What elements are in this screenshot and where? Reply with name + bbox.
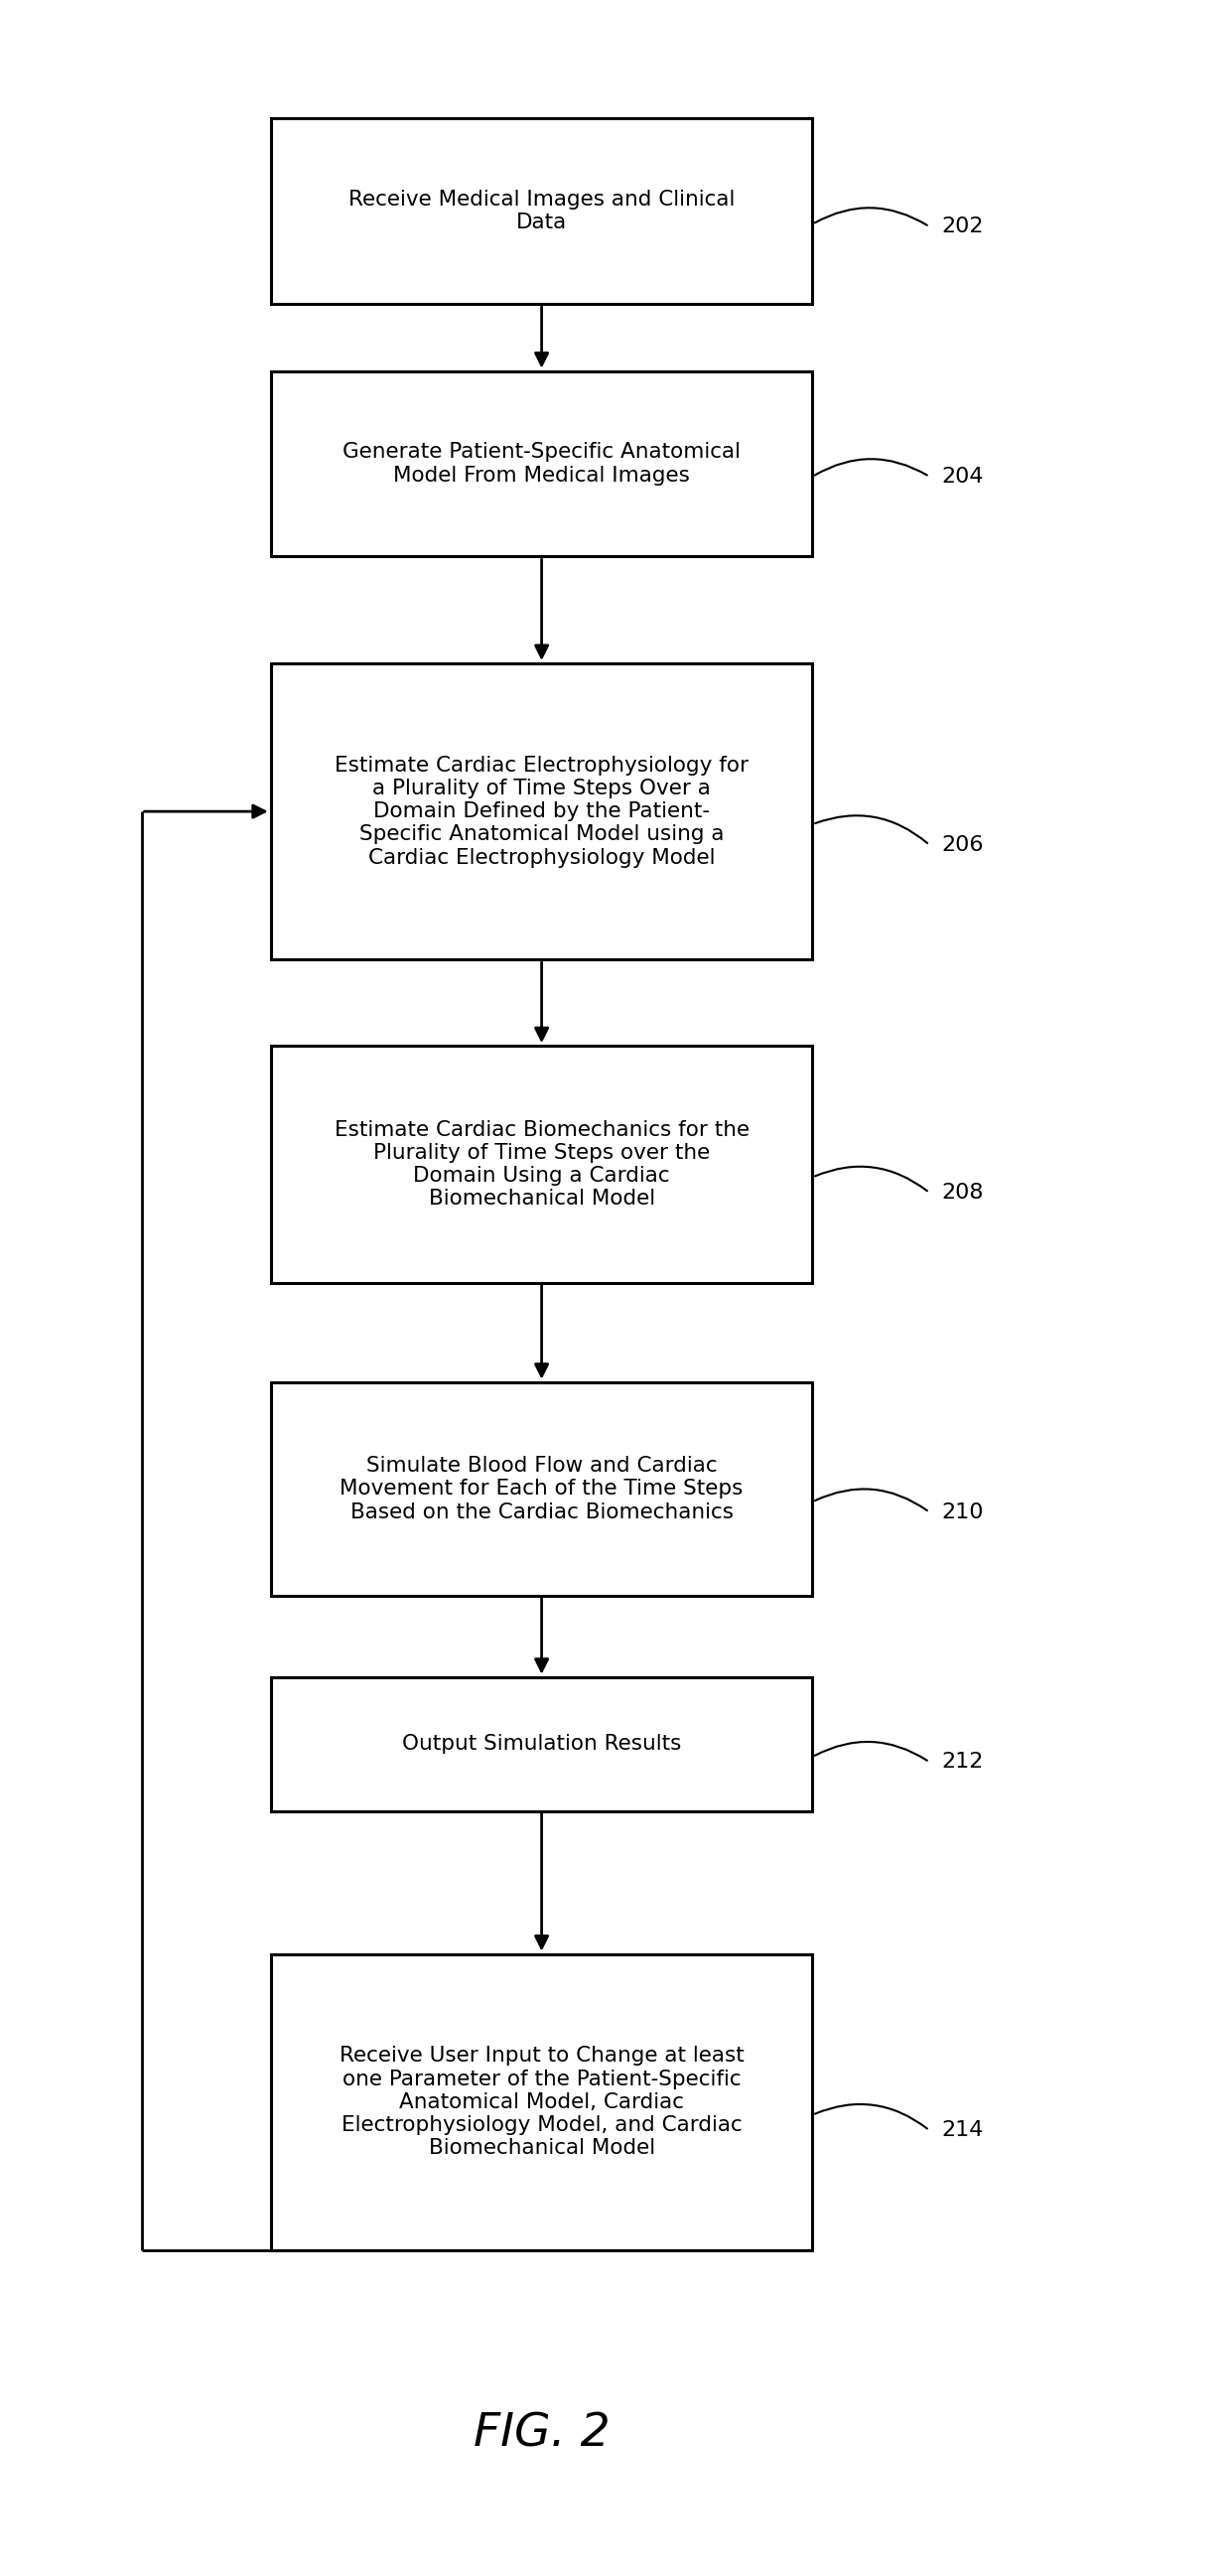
FancyBboxPatch shape xyxy=(271,662,812,958)
Text: 206: 206 xyxy=(942,835,984,855)
Text: Output Simulation Results: Output Simulation Results xyxy=(403,1734,681,1754)
Text: 204: 204 xyxy=(942,466,984,487)
FancyBboxPatch shape xyxy=(271,118,812,304)
Text: 202: 202 xyxy=(942,216,984,237)
Text: Estimate Cardiac Biomechanics for the
Plurality of Time Steps over the
Domain Us: Estimate Cardiac Biomechanics for the Pl… xyxy=(334,1121,750,1208)
Text: 210: 210 xyxy=(942,1502,984,1522)
Text: Estimate Cardiac Electrophysiology for
a Plurality of Time Steps Over a
Domain D: Estimate Cardiac Electrophysiology for a… xyxy=(335,755,748,868)
Text: Simulate Blood Flow and Cardiac
Movement for Each of the Time Steps
Based on the: Simulate Blood Flow and Cardiac Movement… xyxy=(340,1455,744,1522)
Text: FIG. 2: FIG. 2 xyxy=(473,2411,611,2458)
FancyBboxPatch shape xyxy=(271,1046,812,1283)
FancyBboxPatch shape xyxy=(271,371,812,556)
Text: 212: 212 xyxy=(942,1752,984,1772)
Text: Generate Patient-Specific Anatomical
Model From Medical Images: Generate Patient-Specific Anatomical Mod… xyxy=(342,443,741,484)
Text: Receive Medical Images and Clinical
Data: Receive Medical Images and Clinical Data xyxy=(348,191,735,232)
FancyBboxPatch shape xyxy=(271,1677,812,1811)
Text: 214: 214 xyxy=(942,2120,984,2141)
Text: 208: 208 xyxy=(942,1182,984,1203)
Text: Receive User Input to Change at least
one Parameter of the Patient-Specific
Anat: Receive User Input to Change at least on… xyxy=(340,2045,744,2159)
FancyBboxPatch shape xyxy=(271,1381,812,1595)
FancyBboxPatch shape xyxy=(271,1953,812,2251)
